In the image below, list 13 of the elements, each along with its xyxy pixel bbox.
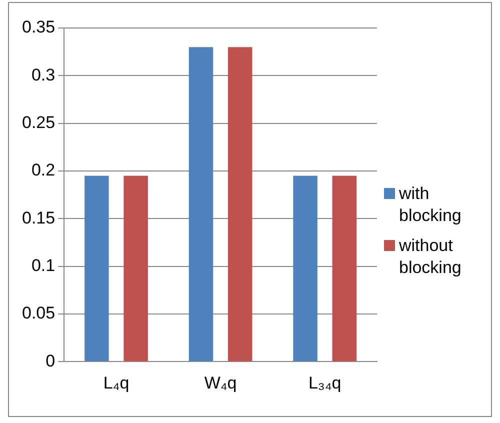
x-tick-label: W₄q [204, 373, 237, 392]
x-tick-label: L₄q [103, 373, 130, 392]
y-tick-label: 0 [46, 351, 56, 370]
y-tick-label: 0.2 [31, 160, 56, 180]
y-tick-label: 0.35 [22, 18, 56, 37]
x-tick-label: L₃₄q [308, 373, 342, 392]
y-tick-label: 0.1 [31, 256, 56, 275]
y-tick-label: 0.3 [31, 65, 56, 84]
y-tick-label: 0.15 [22, 208, 56, 228]
y-tick-label: 0.25 [22, 113, 56, 132]
y-tick-label: 0.05 [22, 304, 56, 323]
legend-label: without blocking [399, 235, 462, 279]
legend-label: with blocking [399, 183, 462, 227]
